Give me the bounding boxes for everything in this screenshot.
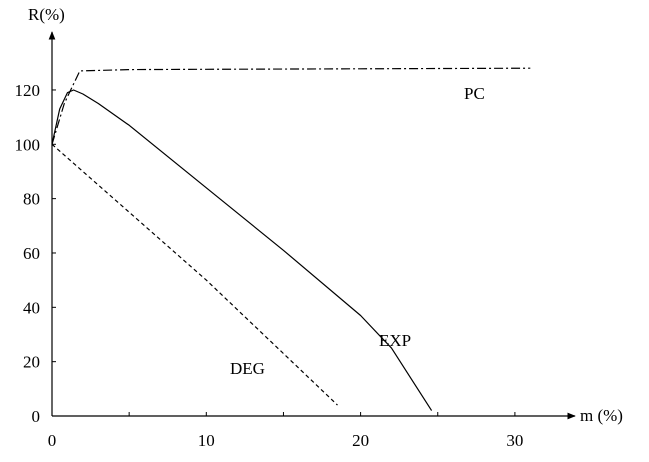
- series-line-exp: [51, 89, 433, 411]
- y-tick-label: 80: [23, 190, 40, 209]
- y-tick-label: 40: [23, 298, 40, 317]
- y-axis-title: R(%): [28, 5, 65, 24]
- series-label-pc: PC: [464, 84, 485, 103]
- x-tick-label: 30: [506, 431, 523, 450]
- y-tick-label: 60: [23, 244, 40, 263]
- series-label-exp: EXP: [379, 331, 411, 350]
- series-lines: [51, 67, 531, 411]
- y-tick-label: 0: [32, 407, 41, 426]
- y-tick-label: 120: [15, 81, 41, 100]
- y-tick-label: 100: [15, 135, 41, 154]
- x-tick-label: 20: [352, 431, 369, 450]
- x-tick-label: 10: [198, 431, 215, 450]
- y-tick-label: 20: [23, 353, 40, 372]
- x-axis-title: m (%): [580, 406, 623, 425]
- x-ticks: 0 10 20 30: [48, 412, 523, 450]
- series-line-pc: [51, 67, 531, 145]
- x-tick-label: 0: [48, 431, 57, 450]
- series-label-deg: DEG: [230, 359, 265, 378]
- y-ticks: 0 20 40 60 80 100 120: [15, 81, 56, 426]
- series-line-deg: [51, 143, 338, 406]
